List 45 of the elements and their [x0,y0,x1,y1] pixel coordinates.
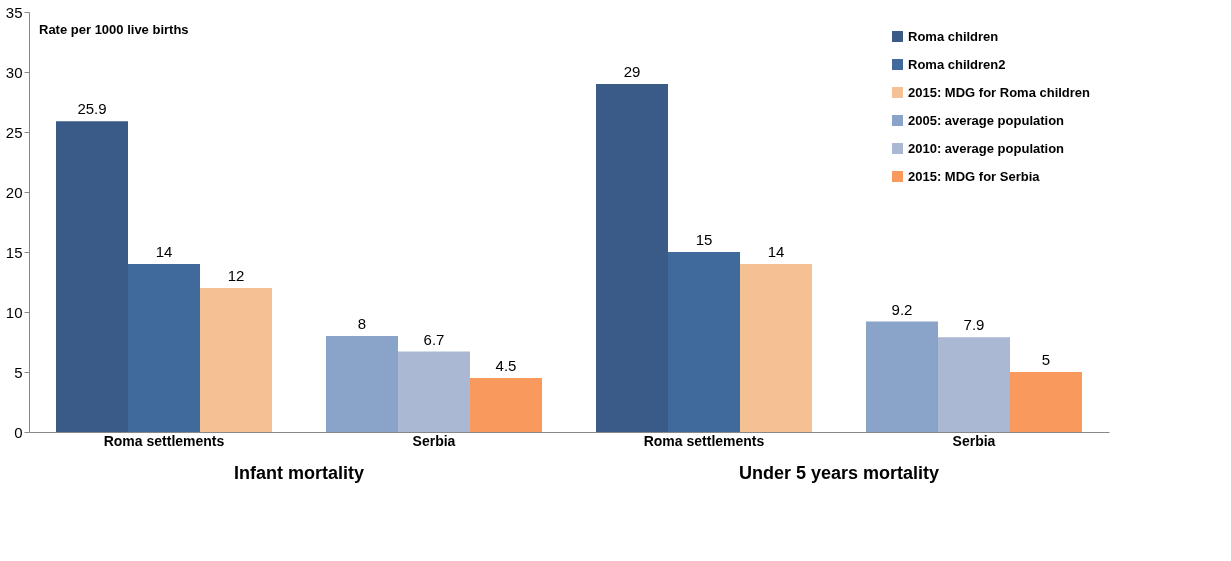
legend-label: 2015: MDG for Serbia [908,168,1041,184]
bar [740,264,812,432]
y-tick-label: 15 [5,243,23,261]
data-label: 7.9 [963,316,985,334]
x-tick-label: Roma settlements [103,432,225,449]
data-label: 4.5 [495,357,517,374]
legend-label: Roma children2 [908,56,1006,72]
data-label: 15 [695,231,713,248]
data-label: 12 [227,267,245,284]
text: Infant mortality [233,463,365,483]
bar [56,121,128,432]
bar [938,337,1010,432]
x-tick-label: Serbia [412,432,456,449]
legend-label: 2010: average population [908,140,1065,156]
y-tick-label: 5 [14,363,23,381]
x-tick-label: Roma settlements [643,432,765,449]
data-label: 8 [357,315,367,332]
text: Under 5 years mortality [738,463,940,483]
data-label: 9.2 [891,300,913,318]
legend-label: Roma children [908,28,999,44]
bar [128,264,200,432]
y-tick-label: 35 [5,3,23,21]
bar [866,321,938,432]
y-tick-label: 30 [5,63,23,81]
bar [200,288,272,432]
legend-label: 2015: MDG for Roma children [908,84,1091,100]
y-tick-label: 25 [5,123,23,141]
bar [1010,372,1082,432]
y-tick-label: 0 [14,423,23,441]
bar [398,351,470,432]
bar [470,378,542,432]
data-label: 14 [155,243,173,260]
y-tick-label: 10 [5,303,23,321]
data-label: 5 [1041,351,1051,368]
bar [596,84,668,432]
data-label: 29 [623,63,641,80]
bar [668,252,740,432]
bar [326,336,398,432]
x-tick-label: Serbia [952,432,996,449]
legend-label: 2005: average population [908,112,1065,128]
data-label: 6.7 [423,330,445,348]
y-tick-label: 20 [5,183,23,201]
data-label: 14 [767,243,785,260]
data-label: 25.9 [77,100,107,118]
y-axis-title: Rate per 1000 live births [39,22,189,37]
